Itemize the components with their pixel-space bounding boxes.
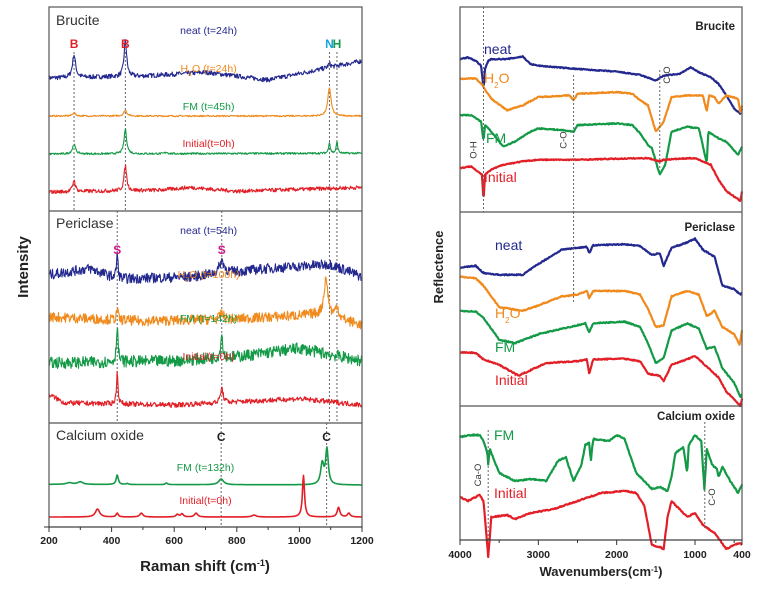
peak-marker-s: S [218, 243, 226, 257]
series-label: Initial [494, 485, 527, 501]
peak-marker-c: C [322, 430, 331, 444]
series-label: H2O [495, 305, 521, 325]
x-tick-label: 1000 [683, 549, 707, 561]
y-axis-label: Intensity [15, 236, 32, 298]
raman-panel-periclase: neat (t=54h) H2O (t=100h) FM (t=142h) Initi… [48, 211, 363, 423]
series-line-fm [459, 309, 743, 398]
series-label: FM [495, 339, 515, 355]
series-label: neat [484, 41, 511, 57]
series-line-fm-t-142h [48, 327, 363, 370]
panel-title: Brucite [56, 12, 100, 28]
reflectance-frame [459, 6, 743, 541]
raman-panel-brucite: neat (t=24h) H2O (t=24h) FM (t=45h) Initial… [48, 25, 363, 211]
series-line-initial [459, 489, 743, 559]
series-label: H2O (t=24h) [181, 63, 237, 78]
series-label: Initial(t=0h) [183, 351, 235, 363]
x-tick-label: 200 [40, 535, 58, 547]
panel-title: Calcium oxide [56, 427, 144, 443]
peak-marker-b: B [121, 37, 130, 51]
series-label: Initial [495, 372, 528, 388]
series-line-initial [459, 156, 744, 203]
series-label: H2O [484, 70, 510, 90]
series-line-fm-t-45h [48, 128, 362, 156]
x-tick-label: 400 [733, 549, 751, 561]
series-line-initial-t-0h [48, 370, 363, 408]
series-label: FM [494, 427, 514, 443]
series-label: Initial(t=0h) [179, 495, 231, 507]
series-line-fm-t-132h [48, 446, 362, 486]
series-label: neat [495, 237, 522, 253]
x-tick-label: 800 [228, 535, 246, 547]
x-tick-label: 600 [165, 535, 183, 547]
series-line-neat-t-24h [48, 38, 363, 83]
y-axis-label: Reflectence [431, 231, 446, 304]
series-label: FM (t=132h) [177, 462, 234, 474]
panel-title: Periclase [684, 222, 735, 234]
x-tick-label: 1200 [350, 535, 374, 547]
x-tick-label: 3000 [527, 549, 551, 561]
series-line-initial-t-0h [48, 164, 363, 195]
peak-marker-s: S [113, 243, 121, 257]
series-label: neat (t=24h) [180, 25, 237, 37]
reflectance-chart: neat H2O FM Initial O-H C-O C-O Brucite neat H2O F… [431, 6, 751, 579]
panel-title: Calcium oxide [657, 411, 735, 423]
series-label: H2O (t=100h) [178, 269, 240, 284]
peak-marker-b: B [70, 37, 79, 51]
series-line-initial [459, 350, 744, 408]
x-tick-label: 1000 [288, 535, 312, 547]
x-axis-label: Raman shift (cm-1) [140, 558, 270, 575]
panel-title: Periclase [56, 215, 114, 231]
series-label: Initial [484, 169, 517, 185]
series-line-h2o [459, 77, 744, 133]
raman-chart: neat (t=24h) H2O (t=24h) FM (t=45h) Initial… [15, 6, 374, 575]
series-line-initial-t-0h [48, 474, 362, 518]
peak-marker-h: H [333, 37, 342, 51]
bond-label-c-o: C-O [662, 66, 673, 83]
series-line-h2o [459, 275, 744, 346]
series-label: FM (t=45h) [183, 101, 235, 113]
series-line-neat-t-54h [48, 251, 363, 284]
series-label: FM (t=142h) [180, 313, 237, 325]
x-tick-label: 2000 [605, 549, 629, 561]
series-line-fm [459, 433, 744, 494]
bond-label-ca-o: Ca-O [473, 464, 484, 487]
x-axis-label: Wavenumbers(cm-1) [540, 564, 663, 579]
series-label: FM [486, 130, 506, 146]
series-line-h2o-t-100h [48, 276, 363, 330]
reflectance-panel-calcium-oxide [459, 433, 744, 559]
series-line-h2o-t-24h [48, 87, 362, 118]
bond-label-o-h: O-H [469, 141, 480, 159]
series-label: neat (t=54h) [180, 225, 237, 237]
series-line-neat [459, 237, 743, 296]
series-line-neat [459, 55, 744, 115]
bond-label-c-o: C-O [559, 131, 570, 148]
x-tick-label: 4000 [448, 549, 472, 561]
raman-panel-calcium-oxide: FM (t=132h) Initial(t=0h) [48, 423, 362, 527]
peak-marker-c: C [217, 430, 226, 444]
series-line-fm [459, 113, 744, 176]
panel-title: Brucite [695, 21, 735, 33]
series-label: Initial(t=0h) [183, 138, 235, 150]
x-tick-label: 400 [103, 535, 121, 547]
reflectance-panel-brucite [459, 55, 744, 203]
reflectance-panel-periclase [459, 237, 744, 408]
bond-label-c-o: C-O [707, 488, 718, 505]
peak-marker-n: N [325, 37, 334, 51]
